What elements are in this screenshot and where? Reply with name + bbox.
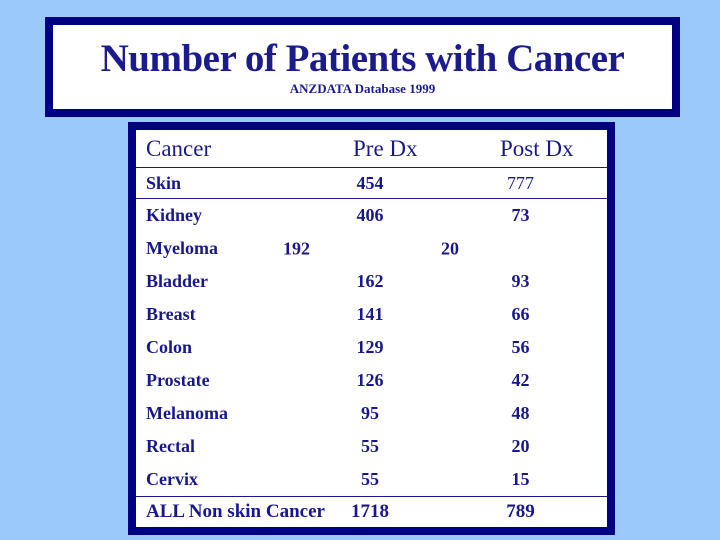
table-row-breast: Breast 141 66 (136, 298, 607, 331)
post-dx-value: 66 (511, 304, 530, 324)
table-row-prostate: Prostate 126 42 (136, 364, 607, 397)
total-row-label: ALL Non skin Cancer (146, 500, 325, 522)
post-dx-value: 56 (511, 337, 530, 357)
table-row-melanoma: Melanoma 95 48 (136, 397, 607, 430)
table-header-row: Cancer Pre Dx Post Dx (136, 130, 607, 168)
pre-dx-value: 406 (356, 205, 384, 225)
row-label: Skin (146, 172, 182, 193)
row-label: Breast (146, 304, 196, 324)
post-dx-value: 73 (511, 205, 530, 225)
post-dx-value: 777 (507, 172, 534, 193)
table-row-kidney: Kidney 406 73 (136, 199, 607, 232)
pre-dx-value: 55 (361, 436, 379, 456)
pre-dx-value: 454 (356, 172, 384, 193)
row-label: Kidney (146, 205, 203, 225)
column-header-post-dx: Post Dx (500, 135, 574, 161)
table-row-rectal: Rectal 55 20 (136, 430, 607, 463)
table-row-cervix: Cervix 55 15 (136, 463, 607, 496)
row-label: Colon (146, 337, 193, 357)
data-table: Cancer Pre Dx Post Dx Skin 454 777 Kidne… (128, 122, 615, 535)
row-label: Bladder (146, 271, 209, 291)
column-header-cancer: Cancer (146, 135, 212, 161)
post-dx-value: 15 (511, 469, 530, 489)
table-total-row: ALL Non skin Cancer 1718 789 (136, 496, 607, 526)
table-row-myeloma: Myeloma 192 20 (136, 232, 607, 265)
total-pre-dx-value: 1718 (351, 500, 389, 522)
pre-dx-value: 126 (356, 370, 384, 390)
column-header-pre-dx: Pre Dx (353, 135, 418, 161)
pre-dx-value: 55 (361, 469, 379, 489)
total-post-dx-value: 789 (506, 500, 535, 522)
row-label: Prostate (146, 370, 210, 390)
post-dx-value: 20 (511, 436, 530, 456)
table-row-skin: Skin 454 777 (136, 168, 607, 199)
post-dx-value: 93 (511, 271, 530, 291)
pre-dx-value: 141 (356, 304, 384, 324)
post-dx-value: 42 (511, 370, 530, 390)
row-label: Myeloma (146, 238, 218, 258)
row-label: Cervix (146, 469, 198, 489)
pre-dx-value: 129 (356, 337, 384, 357)
row-label: Melanoma (146, 403, 228, 423)
row-label: Rectal (146, 436, 195, 456)
post-dx-value-misaligned: 20 (441, 238, 459, 258)
slide-subtitle: ANZDATA Database 1999 (289, 81, 436, 97)
pre-dx-value: 162 (356, 271, 384, 291)
table-row-bladder: Bladder 162 93 (136, 265, 607, 298)
pre-dx-value-misaligned: 192 (283, 238, 310, 258)
table-row-colon: Colon 129 56 (136, 331, 607, 364)
pre-dx-value: 95 (361, 403, 379, 423)
title-box: Number of Patients with Cancer ANZDATA D… (45, 17, 680, 117)
slide-title: Number of Patients with Cancer (100, 36, 625, 80)
post-dx-value: 48 (511, 403, 530, 423)
